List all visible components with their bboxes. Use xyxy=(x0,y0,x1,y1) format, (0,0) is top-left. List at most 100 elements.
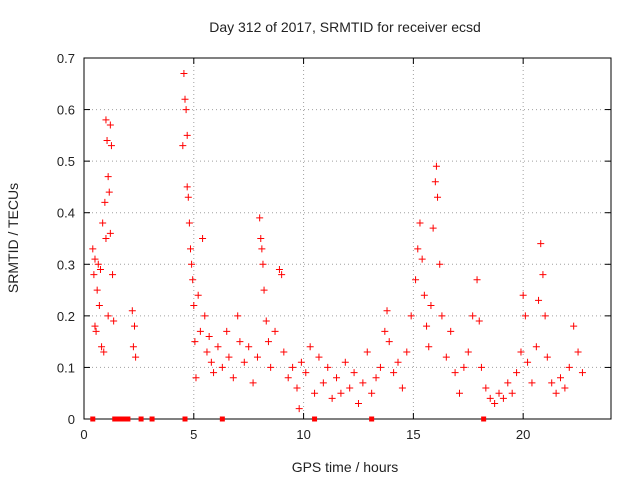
y-axis-title: SRMTID / TECUs xyxy=(5,183,21,293)
baseline-marker xyxy=(312,416,318,422)
data-point xyxy=(431,178,439,186)
y-tick-label: 0.6 xyxy=(57,103,75,118)
data-point xyxy=(412,276,420,284)
data-point xyxy=(201,312,209,320)
data-point xyxy=(264,338,272,346)
data-point xyxy=(280,348,288,356)
y-tick-label: 0.5 xyxy=(57,154,75,169)
data-point xyxy=(132,353,140,361)
baseline-marker xyxy=(90,416,96,422)
baseline-marker xyxy=(138,416,144,422)
data-point xyxy=(284,374,292,382)
data-point xyxy=(429,224,437,232)
data-point xyxy=(293,384,301,392)
data-point xyxy=(451,369,459,377)
data-point xyxy=(289,363,297,371)
data-point xyxy=(275,265,283,273)
data-point xyxy=(196,327,204,335)
data-point xyxy=(190,302,198,310)
data-point xyxy=(315,353,323,361)
data-point xyxy=(311,389,319,397)
plot-frame xyxy=(83,57,612,420)
data-point xyxy=(194,291,202,299)
data-point xyxy=(223,327,231,335)
data-point xyxy=(359,379,367,387)
data-point xyxy=(109,271,117,279)
data-point xyxy=(442,353,450,361)
data-point xyxy=(556,374,564,382)
data-point xyxy=(513,369,521,377)
data-point xyxy=(262,317,270,325)
data-point xyxy=(218,363,226,371)
data-point xyxy=(91,255,99,263)
data-point xyxy=(128,307,136,315)
baseline-marker xyxy=(219,416,225,422)
data-point xyxy=(350,369,358,377)
data-point xyxy=(249,379,257,387)
data-point xyxy=(91,322,99,330)
data-point xyxy=(179,142,187,150)
data-point xyxy=(333,374,341,382)
data-point xyxy=(420,291,428,299)
x-tick-label: 0 xyxy=(80,427,87,442)
data-point xyxy=(106,229,114,237)
data-point xyxy=(477,363,485,371)
data-point xyxy=(99,219,107,227)
data-point xyxy=(234,312,242,320)
data-point xyxy=(416,219,424,227)
data-point xyxy=(403,348,411,356)
data-point xyxy=(578,369,586,377)
y-tick-label: 0 xyxy=(68,412,75,427)
data-point xyxy=(537,240,545,248)
data-point xyxy=(256,214,264,222)
x-tick-label: 15 xyxy=(406,427,420,442)
data-point xyxy=(259,260,267,268)
data-point xyxy=(98,343,106,351)
data-point xyxy=(423,322,431,330)
data-point xyxy=(205,332,213,340)
data-point xyxy=(473,276,481,284)
data-point xyxy=(236,338,244,346)
data-point xyxy=(499,394,507,402)
baseline-marker xyxy=(112,416,118,422)
data-point xyxy=(240,358,248,366)
data-point xyxy=(129,343,137,351)
data-point xyxy=(346,384,354,392)
data-point xyxy=(535,296,543,304)
data-point xyxy=(95,302,103,310)
baseline-marker xyxy=(125,416,131,422)
data-point xyxy=(260,286,268,294)
data-point xyxy=(532,343,540,351)
y-tick-label: 0.4 xyxy=(57,206,75,221)
y-tick-label: 0.2 xyxy=(57,309,75,324)
data-point xyxy=(407,312,415,320)
data-point xyxy=(372,374,380,382)
data-point xyxy=(381,327,389,335)
data-point xyxy=(447,327,455,335)
data-point xyxy=(105,188,113,196)
data-point xyxy=(189,276,197,284)
data-point xyxy=(90,271,98,279)
data-point xyxy=(394,358,402,366)
y-tick-label: 0.7 xyxy=(57,51,75,66)
data-point xyxy=(385,338,393,346)
y-tick-label: 0.1 xyxy=(57,360,75,375)
grid xyxy=(84,58,611,419)
data-point xyxy=(183,131,191,139)
data-point xyxy=(464,348,472,356)
data-points xyxy=(89,69,586,422)
chart-title: Day 312 of 2017, SRMTID for receiver ecs… xyxy=(209,19,481,35)
data-point xyxy=(203,348,211,356)
data-point xyxy=(508,389,516,397)
data-point xyxy=(93,286,101,294)
data-point xyxy=(267,363,275,371)
data-point xyxy=(103,137,111,145)
data-point xyxy=(504,379,512,387)
data-point xyxy=(425,343,433,351)
data-point xyxy=(543,353,551,361)
data-point xyxy=(106,121,114,129)
data-point xyxy=(337,389,345,397)
data-point xyxy=(539,271,547,279)
data-point xyxy=(521,312,529,320)
